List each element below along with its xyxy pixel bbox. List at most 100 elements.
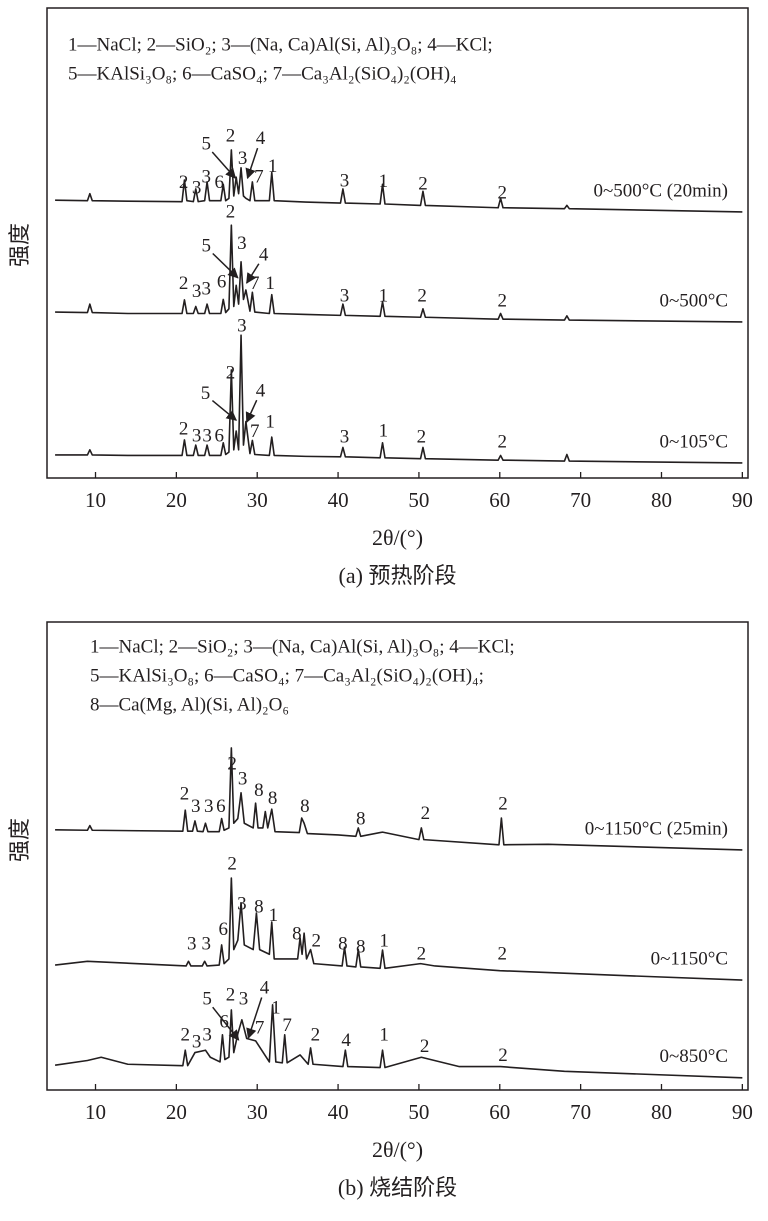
peak-label: 2 (497, 291, 507, 312)
peak-label: 2 (226, 984, 236, 1005)
peak-arrow (212, 252, 239, 279)
peak-label: 2 (418, 174, 428, 195)
peak-label: 3 (340, 285, 350, 306)
series-label: 0~105°C (659, 431, 728, 452)
x-tick-label: 10 (85, 488, 106, 512)
peak-label: 3 (202, 166, 212, 187)
peak-label: 1 (271, 997, 281, 1018)
series-label: 0~1150°C (651, 948, 728, 969)
peak-label: 2 (311, 930, 321, 951)
xrd-trace (55, 224, 743, 323)
peak-label: 8 (254, 896, 264, 917)
peak-label: 3 (202, 278, 212, 299)
peak-label: 3 (238, 769, 248, 790)
peak-label: 2 (420, 1036, 430, 1057)
peak-arrow (245, 399, 258, 424)
peak-label: 8 (292, 923, 302, 944)
peak-label: 1 (379, 171, 389, 192)
peak-label: 3 (237, 233, 247, 254)
peak-label: 2 (311, 1025, 321, 1046)
peak-label: 1 (379, 420, 389, 441)
peak-label: 6 (214, 172, 224, 193)
x-tick-label: 70 (570, 1100, 591, 1124)
peak-label: 5 (202, 989, 212, 1010)
peak-arrow (246, 997, 263, 1040)
peak-label: 2 (226, 362, 236, 383)
peak-label: 3 (204, 796, 214, 817)
x-tick-label: 10 (85, 1100, 106, 1124)
peak-label: 6 (214, 425, 224, 446)
peak-label: 2 (226, 201, 236, 222)
x-tick-label: 50 (408, 1100, 429, 1124)
x-tick-label: 90 (732, 1100, 753, 1124)
peak-label: 1 (265, 273, 275, 294)
peak-label: 3 (340, 426, 350, 447)
peak-label: 7 (254, 166, 264, 187)
caption: (a) 预热阶段 (339, 563, 457, 588)
peak-label: 3 (192, 177, 202, 198)
xrd-trace (55, 747, 743, 851)
x-tick-label: 60 (489, 1100, 510, 1124)
x-tick-label: 40 (328, 1100, 349, 1124)
peak-label: 7 (250, 273, 260, 294)
x-tick-label: 90 (732, 488, 753, 512)
peak-label: 2 (227, 853, 237, 874)
x-tick-label: 30 (247, 1100, 268, 1124)
peak-label: 6 (219, 919, 229, 940)
peak-label: 5 (201, 383, 211, 404)
legend-line: 5—KAlSi₃O₈; 6—CaSO₄; 7—Ca₃Al₂(SiO₄)₂(OH)… (68, 63, 457, 84)
peak-label: 8 (338, 933, 348, 954)
peak-arrow (212, 1006, 240, 1041)
plot-frame (46, 621, 749, 1091)
peak-label: 2 (497, 182, 507, 203)
peak-label: 5 (202, 134, 212, 155)
x-tick-label: 40 (328, 488, 349, 512)
peak-label: 2 (421, 803, 431, 824)
peak-arrow (245, 147, 259, 180)
xrd-trace (55, 149, 743, 213)
peak-label: 2 (179, 418, 189, 439)
peak-label: 2 (179, 273, 189, 294)
peak-label: 4 (256, 380, 266, 401)
peak-label: 2 (417, 944, 427, 965)
peak-label: 2 (227, 754, 237, 775)
peak-arrow (211, 399, 238, 421)
peak-label: 4 (259, 245, 269, 266)
x-tick-label: 50 (408, 488, 429, 512)
peak-label: 1 (379, 1025, 389, 1046)
peak-label: 2 (497, 432, 507, 453)
peak-label: 3 (202, 933, 212, 954)
peak-label: 3 (192, 281, 202, 302)
legend-line: 8—Ca(Mg, Al)(Si, Al)₂O₆ (90, 694, 289, 715)
peak-label: 3 (202, 1025, 212, 1046)
x-axis-label: 2θ/(°) (372, 1137, 423, 1162)
peak-label: 2 (497, 944, 507, 965)
peak-label: 3 (191, 796, 201, 817)
x-tick-label: 20 (166, 1100, 187, 1124)
peak-label: 1 (265, 411, 275, 432)
legend-line: 1—NaCl; 2—SiO₂; 3—(Na, Ca)Al(Si, Al)₃O₈;… (68, 34, 493, 55)
peak-label: 3 (192, 425, 202, 446)
peak-label: 1 (379, 930, 389, 951)
peak-label: 2 (179, 172, 189, 193)
peak-label: 2 (498, 793, 508, 814)
peak-label: 7 (282, 1015, 292, 1036)
peak-label: 3 (340, 170, 350, 191)
peak-label: 1 (379, 285, 389, 306)
x-axis-label: 2θ/(°) (372, 525, 423, 550)
peak-label: 2 (180, 784, 190, 805)
legend-line: 5—KAlSi₃O₈; 6—CaSO₄; 7—Ca₃Al₂(SiO₄)₂(OH)… (90, 665, 484, 686)
plot-frame (46, 7, 749, 479)
peak-label: 8 (356, 808, 366, 829)
peak-label: 8 (300, 796, 310, 817)
peak-label: 3 (202, 425, 212, 446)
y-axis-label: 强度 (7, 223, 32, 267)
x-tick-label: 20 (166, 488, 187, 512)
y-axis-label: 强度 (7, 818, 32, 862)
peak-label: 3 (237, 315, 247, 336)
x-tick-label: 70 (570, 488, 591, 512)
xrd-trace (54, 1004, 743, 1079)
x-tick-label: 60 (489, 488, 510, 512)
x-tick-label: 80 (651, 1100, 672, 1124)
